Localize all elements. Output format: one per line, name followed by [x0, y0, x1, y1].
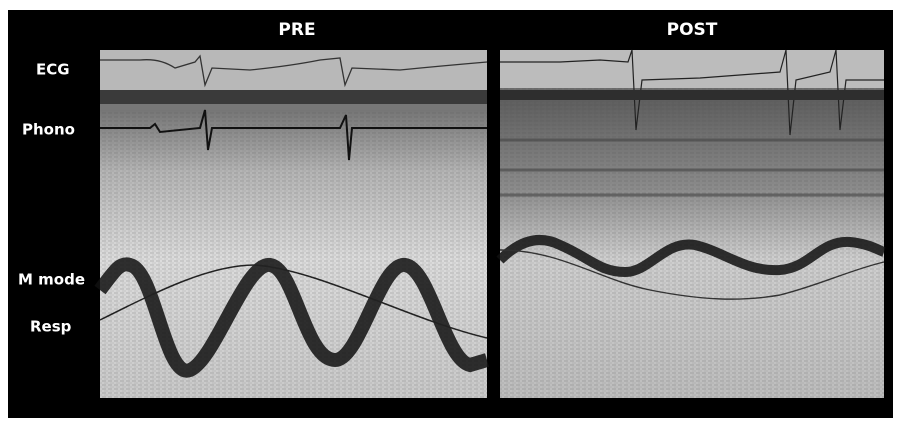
figure: PRE POST ECG Phono M mode Resp: [0, 0, 897, 425]
row-label: ECG: [36, 61, 70, 79]
panel-title: POST: [667, 20, 718, 40]
row-label: M mode: [18, 271, 85, 289]
row-label: Resp: [30, 318, 72, 336]
page: PRE POST ECG Phono M mode Resp (() => { …: [0, 0, 897, 425]
panel-title: PRE: [278, 20, 315, 40]
row-label: Phono: [22, 121, 75, 139]
post-panel: [500, 50, 884, 398]
pre-panel: [100, 50, 487, 398]
